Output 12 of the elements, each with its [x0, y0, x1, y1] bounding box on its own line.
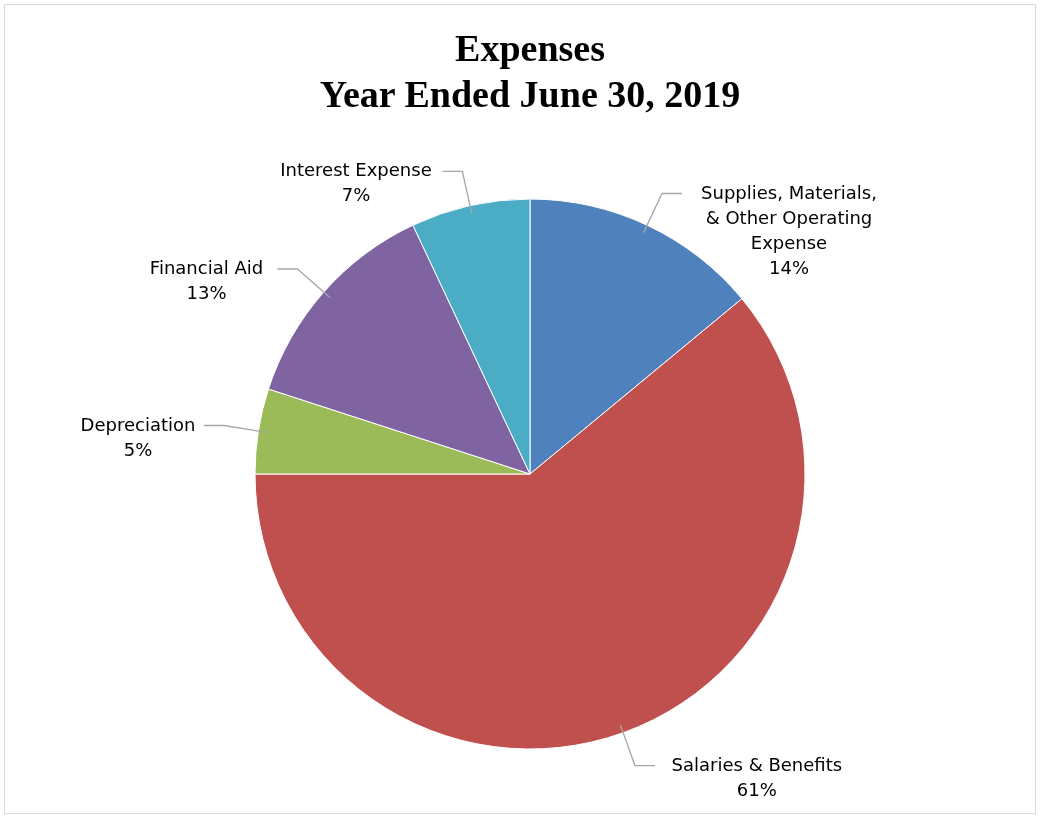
slice-label: Financial Aid	[149, 256, 264, 278]
slice-label: Interest Expense	[280, 159, 432, 181]
data-label: 13%	[186, 281, 227, 303]
data-label: 14%	[768, 256, 809, 278]
data-label: 61%	[736, 778, 777, 800]
slice-label: Supplies, Materials, & Other Operating Expense	[701, 181, 877, 253]
slice-label: Salaries & Benefits	[671, 753, 843, 775]
slice-label: Depreciation	[80, 413, 196, 435]
text: Expenses	[455, 27, 605, 69]
data-label: 7%	[341, 184, 371, 206]
text: Year Ended June 30, 2019	[319, 73, 741, 115]
data-label: 5%	[123, 438, 153, 460]
